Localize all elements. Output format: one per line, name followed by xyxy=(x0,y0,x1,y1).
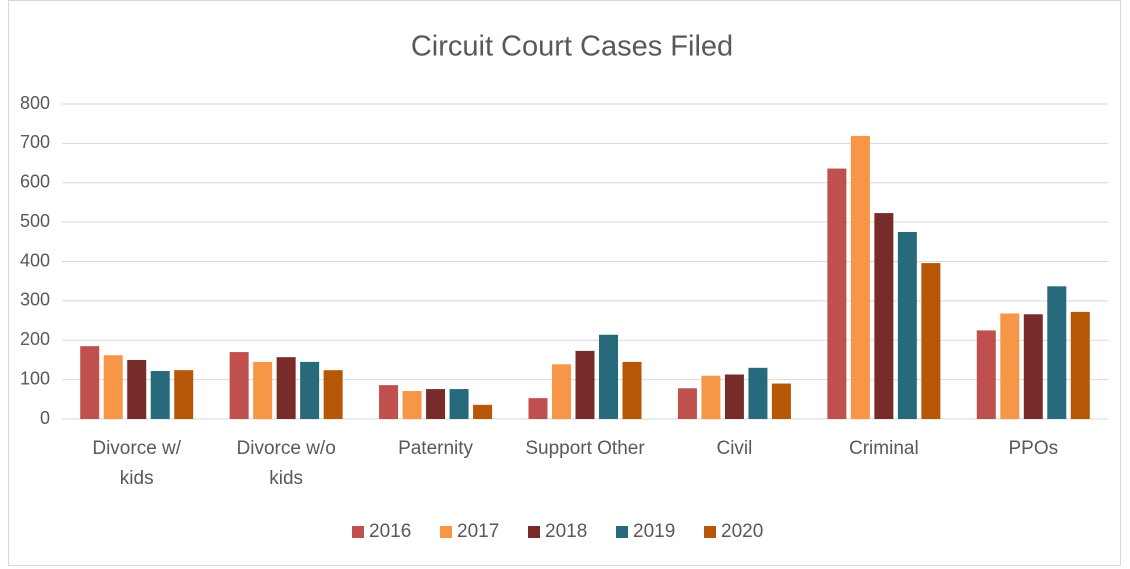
x-tick-label: Divorce w/ kids xyxy=(92,438,182,489)
legend-swatch xyxy=(528,526,540,538)
y-tick-label: 400 xyxy=(20,250,50,270)
legend-label: 2016 xyxy=(369,521,411,542)
bar xyxy=(552,364,571,419)
bar xyxy=(300,361,320,419)
bar xyxy=(599,334,618,419)
x-tick-label: Support Other xyxy=(525,438,645,459)
bar xyxy=(622,361,642,419)
legend-label: 2019 xyxy=(633,521,675,542)
y-tick-label: 700 xyxy=(20,132,50,152)
bar xyxy=(976,330,996,419)
bar xyxy=(921,263,941,419)
bar xyxy=(426,389,446,419)
x-tick-label: Civil xyxy=(716,438,753,459)
legend-label: 2018 xyxy=(545,521,587,542)
y-tick-label: 500 xyxy=(20,211,50,231)
bar xyxy=(150,370,170,419)
bar xyxy=(850,135,870,420)
bar xyxy=(771,383,791,419)
x-tick-label: PPOs xyxy=(1008,438,1059,459)
bar xyxy=(449,389,469,419)
bar xyxy=(874,213,894,419)
bar xyxy=(402,391,422,419)
bar xyxy=(174,370,194,419)
bar xyxy=(1047,286,1067,419)
bar xyxy=(379,385,399,419)
legend-label: 2017 xyxy=(457,521,499,542)
x-tick-label: Divorce w/o kids xyxy=(236,438,336,489)
bar xyxy=(80,346,100,419)
y-tick-label: 600 xyxy=(20,172,50,192)
bar xyxy=(229,352,249,419)
y-tick-label: 800 xyxy=(20,93,50,113)
x-tick-label: Paternity xyxy=(398,438,474,459)
bar xyxy=(276,357,296,419)
legend-swatch xyxy=(616,526,628,538)
x-tick-label: Criminal xyxy=(849,438,919,459)
legend-label: 2020 xyxy=(721,521,763,542)
bar xyxy=(827,168,847,419)
bar xyxy=(724,374,744,419)
y-tick-label: 200 xyxy=(20,329,50,349)
legend-swatch xyxy=(704,526,716,538)
bar xyxy=(1023,314,1043,419)
bar xyxy=(677,388,697,419)
chart-title: Circuit Court Cases Filed xyxy=(411,31,733,63)
bar xyxy=(323,370,343,419)
legend-swatch xyxy=(352,526,364,538)
bar xyxy=(701,375,721,419)
bar xyxy=(127,359,147,419)
bar xyxy=(897,231,917,419)
bar xyxy=(473,404,493,419)
bar xyxy=(528,398,548,419)
legend-swatch xyxy=(440,526,452,538)
y-tick-label: 0 xyxy=(40,408,50,428)
bar xyxy=(253,361,273,419)
bar xyxy=(1070,311,1090,419)
bar xyxy=(575,350,595,419)
y-tick-label: 100 xyxy=(20,368,50,388)
y-tick-label: 300 xyxy=(20,290,50,310)
bar xyxy=(748,367,768,419)
bar xyxy=(1000,313,1020,419)
bar xyxy=(103,355,123,419)
